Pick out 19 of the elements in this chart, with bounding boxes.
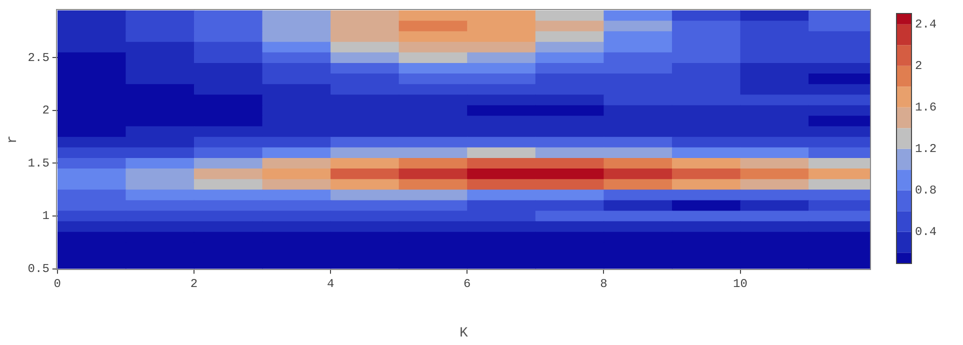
x-tick-label: 4 — [326, 277, 334, 292]
x-tick-label: 0 — [54, 277, 62, 292]
x-tick-label: 6 — [464, 277, 471, 292]
color-bar-label: 1.2 — [915, 142, 937, 156]
y-tick-label: 2.5 — [28, 50, 50, 65]
color-bar-label: 2 — [915, 59, 922, 74]
color-bar-label: 2.4 — [915, 18, 937, 32]
x-tick-label: 10 — [733, 277, 748, 292]
color-bar-label: 0.4 — [915, 225, 937, 240]
x-tick-label: 2 — [190, 277, 198, 292]
y-tick-label: 1 — [42, 209, 50, 224]
color-bar-label: 0.8 — [915, 184, 937, 198]
x-axis-title: K — [460, 325, 468, 342]
x-tick-label: 8 — [600, 277, 608, 292]
y-tick-label: 1.5 — [28, 156, 50, 170]
color-bar-label: 1.6 — [915, 100, 937, 115]
y-axis-title: r — [5, 135, 22, 144]
y-tick-label: 2 — [42, 104, 50, 118]
y-tick-label: 0.5 — [28, 262, 50, 276]
